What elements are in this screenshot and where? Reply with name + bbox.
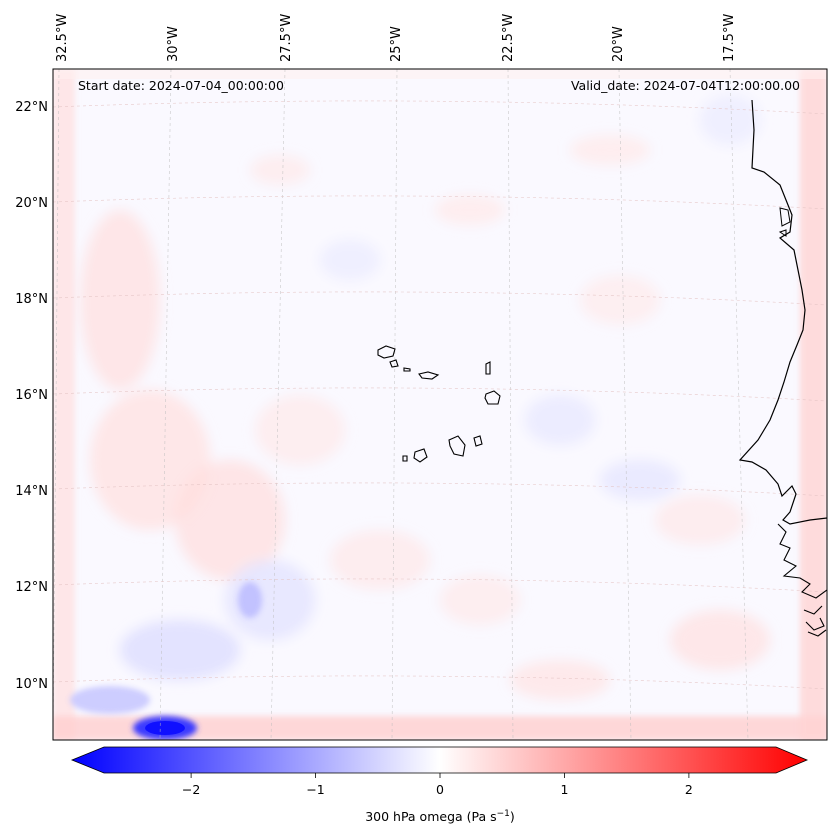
lat-label: 12°N xyxy=(15,580,48,595)
omega-field-shading xyxy=(80,95,770,700)
lat-label: 18°N xyxy=(15,292,48,307)
left-edge-band xyxy=(53,69,75,740)
longitude-labels: 32.5°W 30°W 27.5°W 25°W 22.5°W 20°W 17.5… xyxy=(55,14,737,62)
cape-verde-islands xyxy=(377,345,501,463)
omega-map: Start date: 2024-07-04_00:00:00 Valid_da… xyxy=(52,68,828,741)
colorbar-tick-label: −1 xyxy=(306,782,324,797)
lon-label: 20°W xyxy=(611,26,626,62)
colorbar-tick-label: 1 xyxy=(560,782,568,797)
strong-negative-omega-patch xyxy=(70,582,262,740)
lon-label: 17.5°W xyxy=(722,14,737,62)
longitude-gridlines xyxy=(53,69,749,740)
colorbar-tick-label: 0 xyxy=(436,782,444,797)
colorbar-bar xyxy=(70,746,809,774)
lon-label: 22.5°W xyxy=(501,14,516,62)
latitude-gridlines xyxy=(53,100,827,690)
colorbar-label: 300 hPa omega (Pa s−1) xyxy=(365,809,515,824)
africa-coastline-south xyxy=(777,523,827,637)
lon-label: 27.5°W xyxy=(279,14,294,62)
lat-label: 14°N xyxy=(15,484,48,499)
colorbar-tick-label: −2 xyxy=(182,782,200,797)
colorbar-label-superscript: −1 xyxy=(497,809,510,819)
lon-label: 30°W xyxy=(166,26,181,62)
valid-date-label: Valid_date: 2024-07-04T12:00:00.00 xyxy=(571,78,800,93)
lat-label: 10°N xyxy=(15,677,48,692)
lat-label: 22°N xyxy=(15,100,48,115)
colorbar-ticks: −2 −1 0 1 2 xyxy=(182,773,693,797)
lon-label: 32.5°W xyxy=(55,14,70,62)
map-frame xyxy=(52,68,828,741)
lat-label: 16°N xyxy=(15,388,48,403)
lon-label: 25°W xyxy=(389,26,404,62)
lat-label: 20°N xyxy=(15,196,48,211)
colorbar-label-main: 300 hPa omega (Pa s xyxy=(365,809,496,824)
colorbar-tick-label: 2 xyxy=(685,782,693,797)
coastline-islet xyxy=(778,207,791,237)
top-edge-band xyxy=(53,69,827,79)
latitude-labels: 22°N 20°N 18°N 16°N 14°N 12°N 10°N xyxy=(15,100,48,692)
right-edge-band xyxy=(800,69,827,740)
colorbar: −2 −1 0 1 2 300 hPa omega (Pa s−1) xyxy=(70,746,809,824)
start-date-label: Start date: 2024-07-04_00:00:00 xyxy=(78,78,284,93)
africa-coastline xyxy=(738,99,827,525)
colorbar-label-end: ) xyxy=(510,809,515,824)
